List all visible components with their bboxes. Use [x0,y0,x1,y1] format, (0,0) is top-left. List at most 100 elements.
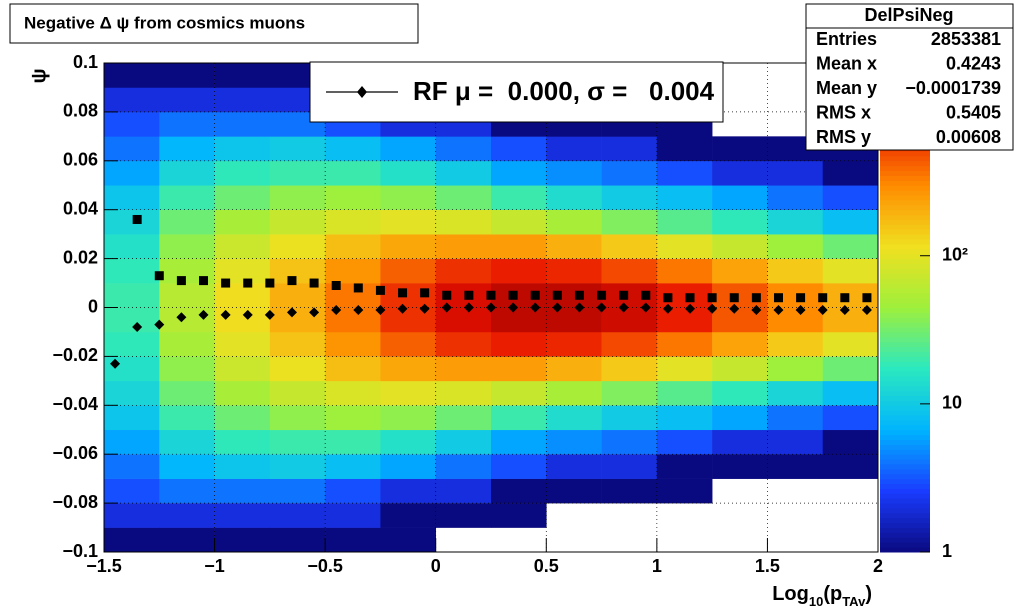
color-bar-step [880,385,930,392]
heat-cell [380,478,437,504]
color-bar-step [880,160,930,167]
heat-cell [435,234,492,259]
stats-box: DelPsiNeg Entries 2853381 Mean x 0.4243 Mean… [805,3,1014,151]
heat-cell [159,209,215,235]
heat-cell [823,503,879,528]
diamond-marker [552,302,563,313]
color-bar-step [880,507,930,514]
color-bar-step [880,375,930,382]
heat-cell [656,429,713,455]
diamond-marker [176,312,187,323]
square-marker [552,290,562,300]
diamond-marker [707,303,718,314]
heat-cell [435,503,492,528]
square-marker [641,290,651,300]
square-marker [154,271,164,281]
heat-cell [325,185,381,210]
color-bar-step [880,258,930,264]
stats-value: −0.0001739 [905,78,1001,98]
y-tick-label: −0.06 [52,443,98,463]
heat-cell [325,503,381,528]
color-bar-step [880,444,930,450]
diamond-marker [242,309,253,320]
heat-cell [269,454,326,479]
heat-cell [325,429,381,455]
heat-cell [104,503,160,528]
heat-cell [269,160,326,186]
heat-cell [491,185,547,210]
heat-cell [435,307,492,333]
heat-cell [435,258,492,284]
heat-cell [159,283,215,308]
heat-cell [767,479,823,504]
color-bar-step [880,434,930,441]
heat-cell [601,160,658,186]
heat-cell [104,111,160,137]
square-marker [574,290,584,300]
y-tick-label: 0.04 [63,198,98,218]
heat-cell [104,160,160,186]
color-bar-step [880,302,930,308]
heat-cell [380,234,437,259]
color-bar-step [880,204,930,211]
y-tick-label: −0.04 [52,394,98,414]
heat-cell [546,528,602,553]
x-label-part: 10 [809,594,823,609]
color-bar-step [880,312,930,318]
diamond-marker [397,303,408,314]
heat-cell [822,185,879,210]
color-bar-step [880,380,930,387]
diamond-marker [839,304,850,315]
heat-cell [767,356,824,382]
color-bar-step [880,229,930,235]
color-bar-step [880,400,930,406]
heat-cell [159,160,215,186]
heat-cell [214,527,271,553]
color-bar-step [880,512,930,519]
heat-cell [767,331,824,357]
heat-cell [656,307,713,333]
overlay: −1.5 −1 −0.5 0 0.5 1 1.5 2 −0.1 −0.08 −0.06 −0.04 −0… [52,52,883,576]
heat-cell [712,209,768,235]
y-tick-label: 0.02 [63,247,98,267]
square-marker [132,214,142,224]
heat-cell [822,380,879,406]
heat-cell [767,429,824,455]
heat-cell [325,380,381,406]
heat-cell [269,503,326,528]
color-bar-step [880,327,930,333]
diamond-marker [640,302,651,313]
color-bar-step [880,371,930,377]
color-bar-step [880,263,930,269]
diamond-marker [110,358,121,369]
x-label-part: ) [865,583,872,605]
y-tick-label: 0.08 [63,101,98,121]
heat-cell [601,454,658,479]
square-marker [663,293,673,303]
heat-cell [159,136,215,162]
heat-cell [380,429,437,455]
color-bar-step [880,199,930,206]
heat-cell [104,63,160,88]
diamond-marker [264,309,275,320]
color-bar-step [880,165,930,172]
z-tick-label: 10² [942,244,968,264]
heat-cell [159,87,215,113]
color-bar-step [880,180,930,186]
square-marker [353,283,363,293]
heat-cell [823,528,879,553]
x-tick-label: −0.5 [307,556,343,576]
heat-cell [712,136,768,162]
color-bar-step [880,341,930,348]
heat-cell [380,331,437,357]
heat-cell [546,478,602,504]
heat-cell [822,405,879,431]
heat-cell [435,331,492,357]
heat-cell [269,429,326,455]
square-marker [685,293,695,303]
heat-cell [822,258,879,284]
heat-cell [214,405,271,431]
heat-cell [269,380,326,406]
square-marker [375,285,385,295]
color-bar-step [880,419,930,426]
